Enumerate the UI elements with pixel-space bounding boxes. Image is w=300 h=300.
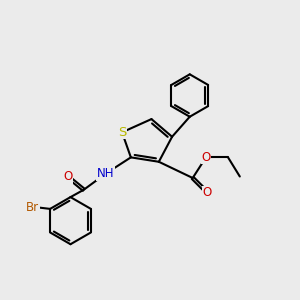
- Text: O: O: [203, 186, 212, 199]
- Text: Br: Br: [26, 201, 39, 214]
- Text: NH: NH: [97, 167, 115, 180]
- Text: O: O: [63, 170, 72, 183]
- Text: O: O: [201, 151, 211, 164]
- Text: S: S: [118, 126, 126, 139]
